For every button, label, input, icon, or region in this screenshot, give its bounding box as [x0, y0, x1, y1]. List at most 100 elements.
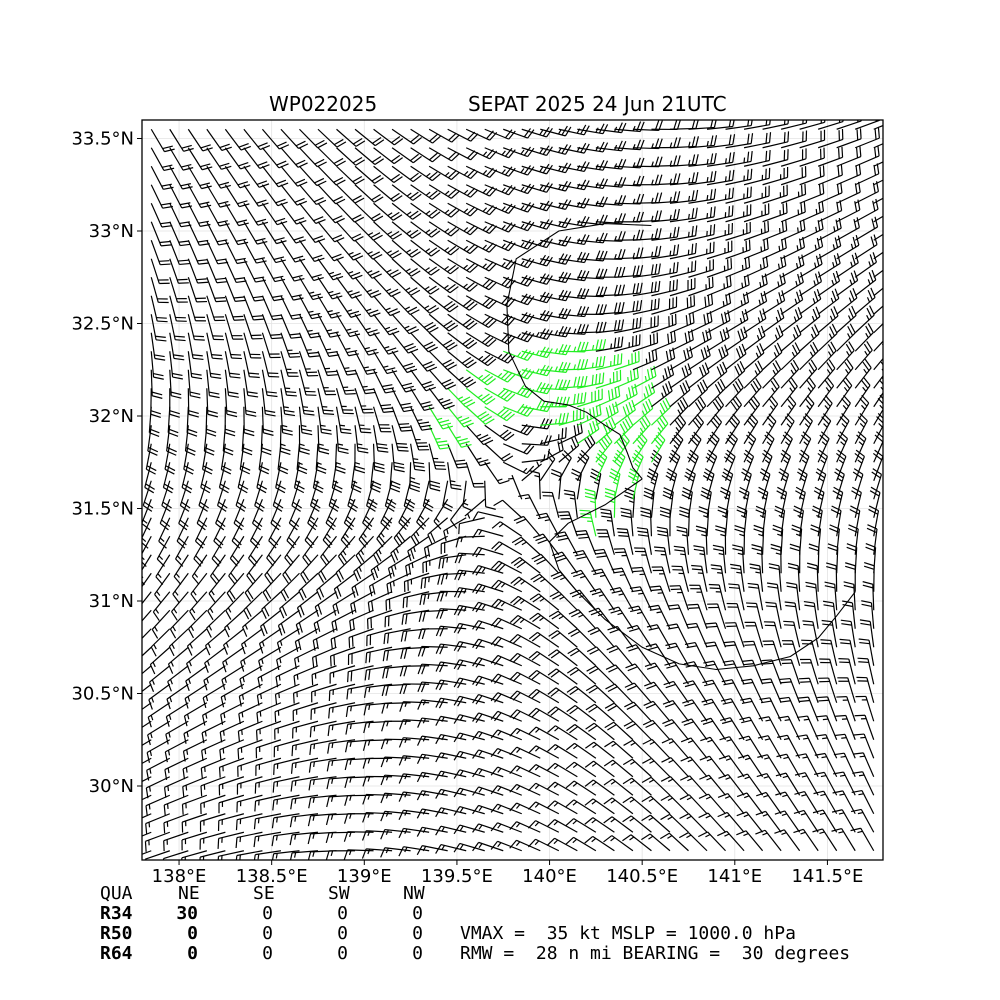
wind-barb	[354, 406, 372, 434]
wind-barb	[774, 829, 801, 852]
wind-barb	[270, 499, 282, 531]
wind-barb	[585, 684, 615, 704]
wind-barb	[503, 128, 535, 139]
wind-barb	[718, 755, 745, 778]
wind-barb	[391, 387, 415, 413]
wind-barb	[622, 758, 652, 778]
wind-barb	[274, 702, 300, 723]
wind-barb	[736, 830, 764, 852]
wind-barb	[780, 342, 801, 371]
x-tick-label: 138°E	[152, 866, 207, 887]
wind-barb	[725, 622, 745, 648]
wind-barb	[820, 639, 838, 666]
wind-barb	[491, 560, 523, 574]
wind-barb	[335, 425, 349, 455]
wind-barb	[777, 734, 801, 759]
wind-barb	[799, 129, 826, 149]
wind-barb	[207, 591, 226, 621]
wind-barb	[453, 714, 485, 724]
wind-barb	[317, 276, 343, 300]
wind-barb	[465, 313, 497, 328]
wind-barb	[614, 399, 636, 426]
wind-barb	[691, 564, 708, 592]
wind-barb	[776, 486, 788, 518]
wind-barb	[632, 138, 663, 150]
wind-barb	[410, 350, 438, 372]
wind-barb	[150, 184, 173, 209]
wind-barb	[632, 332, 659, 352]
wind-barb	[595, 336, 624, 352]
wind-barb	[493, 499, 523, 519]
wind-barb	[794, 791, 819, 815]
wind-barb	[577, 355, 606, 371]
wind-barb	[854, 431, 867, 463]
wind-barb	[317, 388, 335, 415]
wind-barb	[780, 130, 808, 149]
wind-barb	[656, 526, 671, 555]
wind-barb	[416, 753, 448, 764]
wind-barb	[280, 165, 308, 187]
wind-barb	[836, 341, 855, 371]
wind-barb	[840, 619, 856, 648]
wind-barb	[521, 237, 553, 249]
wind-barb	[669, 260, 697, 278]
wind-barb	[145, 813, 171, 834]
wind-barb	[854, 449, 865, 481]
wind-barb	[428, 332, 458, 351]
wind-barb	[695, 525, 708, 555]
wind-barb	[365, 646, 393, 664]
wind-barb	[577, 388, 603, 408]
wind-barb	[391, 239, 421, 258]
wind-barb	[289, 813, 319, 828]
wind-barb	[163, 776, 189, 798]
wind-barb	[631, 566, 652, 592]
wind-barb	[521, 219, 553, 230]
wind-barb	[854, 163, 880, 186]
wind-barb	[280, 239, 306, 263]
wind-barb	[142, 739, 152, 747]
wind-barb	[509, 633, 541, 648]
wind-barb	[290, 794, 319, 810]
wind-barb	[206, 351, 222, 379]
wind-barb	[447, 406, 474, 428]
wind-barb	[780, 166, 807, 186]
wind-barb	[312, 462, 324, 494]
wind-barb	[261, 591, 282, 619]
wind-barb	[317, 406, 332, 435]
wind-barb	[147, 720, 171, 746]
wind-barb	[817, 377, 835, 408]
wind-barb	[632, 432, 648, 463]
wind-barb	[546, 819, 578, 833]
wind-barb	[722, 660, 745, 685]
wind-barb	[634, 547, 653, 574]
wind-barb	[527, 820, 560, 833]
wind-barb	[280, 351, 299, 377]
wind-barb	[817, 129, 844, 149]
wind-barb	[484, 165, 516, 177]
wind-barb	[472, 841, 504, 852]
wind-barb	[688, 241, 715, 260]
wind-barb	[743, 378, 762, 408]
wind-barb	[509, 652, 541, 667]
wind-barb	[150, 203, 173, 228]
wind-barb	[422, 480, 434, 512]
wind-barb	[824, 581, 838, 611]
wind-barb	[528, 764, 560, 778]
wind-barb	[614, 265, 644, 278]
wind-barb	[472, 749, 504, 759]
table-value-cell: 0	[412, 923, 423, 944]
wind-barb	[294, 628, 319, 652]
wind-barb	[410, 239, 441, 257]
wind-barb	[472, 511, 504, 522]
wind-barb	[814, 771, 838, 796]
wind-barb	[163, 831, 189, 852]
wind-barb	[453, 622, 485, 634]
wind-barb	[326, 757, 356, 772]
wind-barb	[151, 609, 171, 639]
r34-contour-line	[506, 223, 652, 480]
wind-barb	[224, 202, 249, 227]
wind-barb	[453, 659, 485, 670]
wind-barb	[187, 369, 201, 399]
wind-barb	[389, 462, 401, 493]
wind-barb	[187, 388, 199, 418]
